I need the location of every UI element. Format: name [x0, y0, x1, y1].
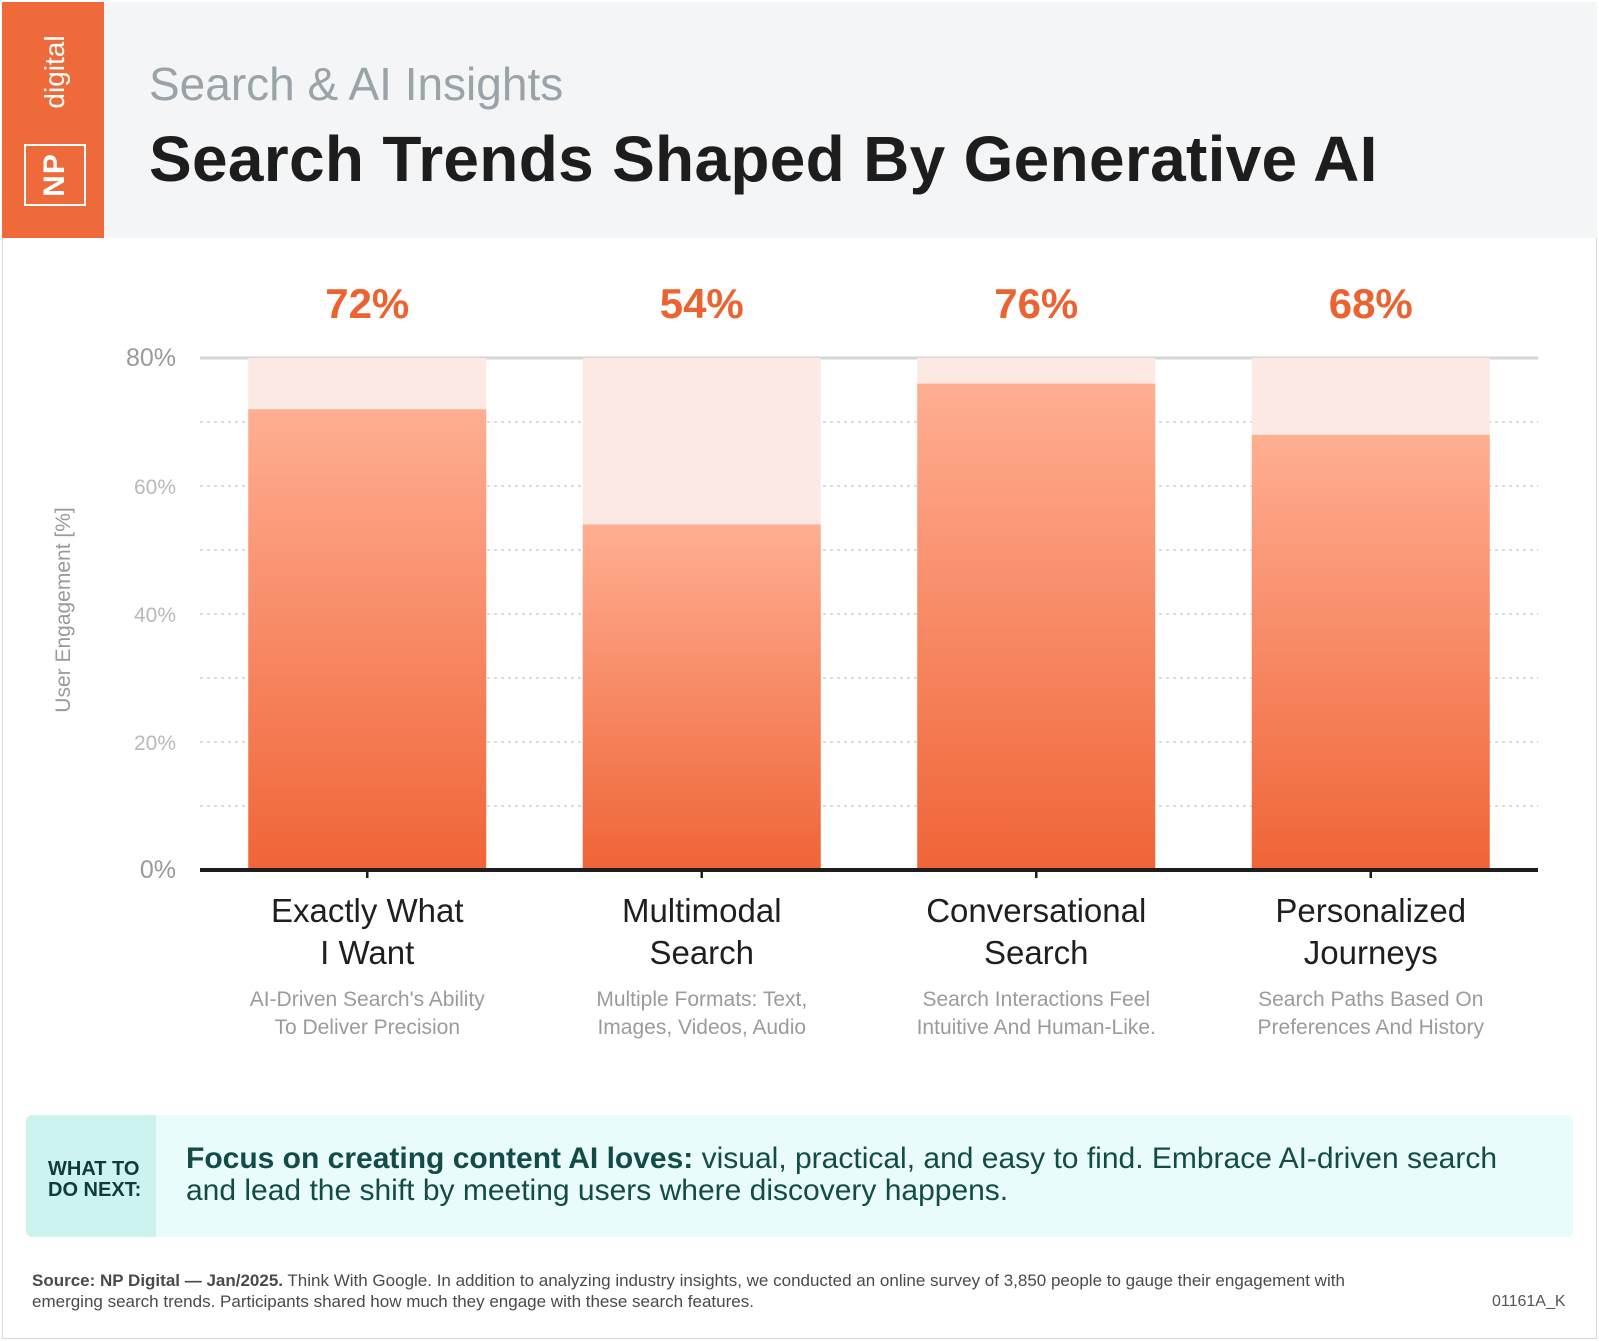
bar: [917, 383, 1156, 870]
x-category-description: Multiple Formats: Text,: [596, 988, 807, 1011]
x-category-label: Multimodal: [622, 892, 782, 929]
callout-body: visual, practical, and easy to find. Emb…: [186, 1142, 1498, 1207]
y-tick-label: 0%: [140, 856, 176, 884]
np-digital-logo: digital NP: [2, 2, 104, 238]
bar: [582, 524, 821, 870]
x-category-description: Search Interactions Feel: [922, 988, 1150, 1011]
callout-text: Focus on creating content AI loves: visu…: [186, 1143, 1546, 1207]
logo-np-box: NP: [24, 144, 86, 206]
x-category-label: Personalized: [1275, 892, 1466, 929]
bar-chart: 0% 20% 40% 60% 80% 72% Exactly What I Want AI-Dr…: [52, 280, 1538, 1039]
header: Search & AI Insights Search Trends Shape…: [2, 2, 1597, 238]
x-category-label: Search: [649, 934, 754, 971]
x-category-description: To Deliver Precision: [274, 1016, 460, 1039]
x-category-label: Journeys: [1304, 934, 1438, 971]
source-text: Think With Google. In addition to analyz…: [32, 1271, 1345, 1311]
source-bold: Source: NP Digital — Jan/2025.: [32, 1271, 283, 1290]
x-category-description: Search Paths Based On: [1258, 988, 1483, 1011]
what-to-do-next-callout: WHAT TO DO NEXT: Focus on creating conte…: [26, 1115, 1573, 1237]
bar: [1251, 434, 1490, 870]
y-tick-label: 20%: [134, 732, 176, 755]
bar-value-label: 76%: [994, 280, 1078, 327]
bar-value-label: 72%: [325, 280, 409, 327]
callout-tag: WHAT TO DO NEXT:: [26, 1115, 156, 1237]
x-category-label: Conversational: [926, 892, 1146, 929]
x-category-label: Exactly What: [271, 892, 464, 929]
bar-value-label: 68%: [1329, 280, 1413, 327]
x-category-label: I Want: [320, 934, 414, 971]
callout-tag-text: WHAT TO DO NEXT:: [48, 1158, 142, 1201]
x-category-description: Images, Videos, Audio: [597, 1016, 806, 1039]
y-tick-label: 60%: [134, 476, 176, 499]
bar: [248, 409, 487, 870]
y-tick-label: 80%: [126, 344, 176, 372]
x-category-description: Preferences And History: [1258, 1016, 1485, 1039]
x-category-label: Search: [984, 934, 1089, 971]
logo-np-text: NP: [38, 153, 71, 197]
logo-word: digital: [39, 35, 70, 109]
y-tick-label: 40%: [134, 604, 176, 627]
header-kicker: Search & AI Insights: [149, 58, 564, 110]
x-category-description: Intuitive And Human-Like.: [917, 1016, 1156, 1039]
x-category-description: AI-Driven Search's Ability: [250, 988, 486, 1011]
figure-code: 01161A_K: [1492, 1293, 1566, 1310]
page-title: Search Trends Shaped By Generative AI: [149, 123, 1378, 195]
callout-bold: Focus on creating content AI loves:: [186, 1142, 694, 1175]
source-note: Source: NP Digital — Jan/2025. Think Wit…: [32, 1270, 1392, 1312]
bar-value-label: 54%: [660, 280, 744, 327]
y-axis-label: User Engagement [%]: [52, 507, 75, 712]
